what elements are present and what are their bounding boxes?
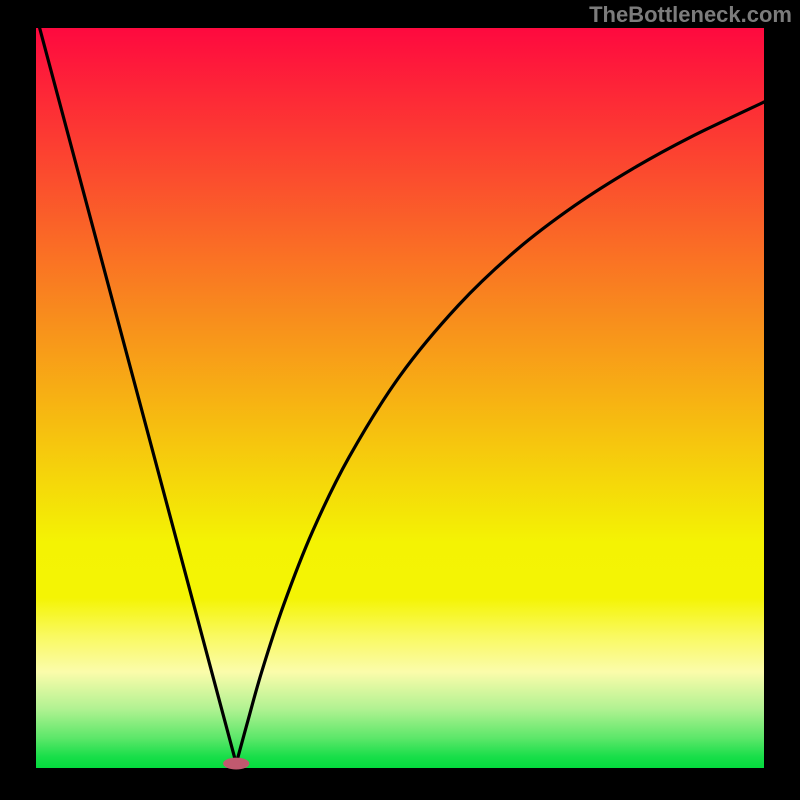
watermark-text: TheBottleneck.com (589, 2, 792, 28)
chart-background (36, 28, 764, 768)
bottleneck-chart (0, 0, 800, 800)
optimal-point-marker (223, 758, 249, 770)
